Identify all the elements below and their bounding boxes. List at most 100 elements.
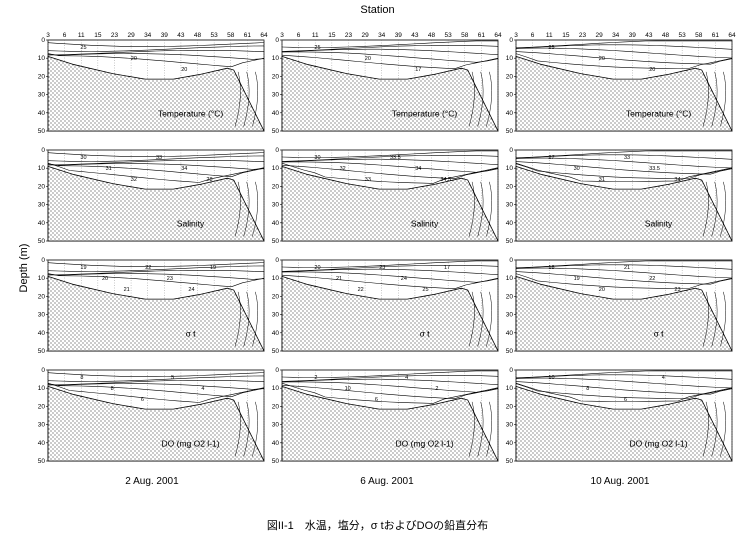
depth-tick-label: 0 xyxy=(275,37,279,44)
station-label: 39 xyxy=(629,32,637,39)
contour-line xyxy=(515,162,733,182)
contour-label: 20 xyxy=(365,56,371,62)
contour-line xyxy=(702,181,709,237)
contour-line xyxy=(281,51,499,63)
seabed-area xyxy=(281,165,499,242)
depth-tick-label: 40 xyxy=(38,440,46,447)
contour-label: 31 xyxy=(106,166,112,172)
depth-tick-label: 0 xyxy=(41,367,45,374)
contour-label: 8 xyxy=(80,375,83,381)
contour-label: 34 xyxy=(674,177,680,183)
contour-line xyxy=(281,378,499,386)
contour-line xyxy=(234,71,241,127)
contour-label: 33 xyxy=(624,155,630,161)
seabed-area xyxy=(47,55,265,132)
contour-line xyxy=(47,42,265,47)
contour-line xyxy=(515,154,733,160)
contour-label: 21 xyxy=(336,276,342,282)
contour-line xyxy=(515,163,733,179)
panel-sigma_t-3: 18 19 20 21 22 23 σ t 0 10 20 30 40 50 xyxy=(506,257,733,355)
depth-tick-label: 30 xyxy=(38,202,46,209)
contour-label: 33 xyxy=(156,155,162,161)
contour-label: 19 xyxy=(80,265,86,271)
contour-line xyxy=(47,380,265,386)
depth-tick-label: 50 xyxy=(506,238,514,245)
seabed-area xyxy=(281,385,499,462)
contour-line xyxy=(515,370,732,379)
depth-tick-label: 40 xyxy=(38,110,46,117)
contour-line xyxy=(515,377,733,389)
contour-line xyxy=(720,71,727,127)
depth-tick-label: 40 xyxy=(38,330,46,337)
depth-tick-label: 20 xyxy=(272,73,280,80)
contour-line xyxy=(47,383,265,398)
depth-tick-label: 40 xyxy=(38,220,46,227)
date-label-1: 2 Aug. 2001 xyxy=(125,476,179,487)
depth-tick-label: 50 xyxy=(272,238,280,245)
contour-line xyxy=(47,372,265,377)
station-label: 43 xyxy=(411,32,419,39)
contour-label: 22 xyxy=(145,265,151,271)
contour-label: 22 xyxy=(358,287,364,293)
depth-tick-label: 0 xyxy=(41,257,45,264)
depth-tick-label: 10 xyxy=(272,55,280,62)
depth-tick-label: 30 xyxy=(506,202,514,209)
panel-sigma_t-1: 19 20 21 22 23 24 19 σ t 0 10 20 30 40 50 xyxy=(38,257,265,355)
date-label-3: 10 Aug. 2001 xyxy=(590,476,650,487)
contour-line xyxy=(468,181,475,237)
station-label: 61 xyxy=(478,32,486,39)
contour-line xyxy=(477,401,484,457)
depth-tick-label: 0 xyxy=(275,367,279,374)
depth-tick-label: 30 xyxy=(272,312,280,319)
contour-line xyxy=(486,71,493,127)
depth-tick-label: 40 xyxy=(272,440,280,447)
panel-title: DO (mg O2 l-1) xyxy=(396,438,454,448)
contour-line xyxy=(468,291,475,347)
depth-tick-label: 30 xyxy=(38,312,46,319)
station-label: 48 xyxy=(662,32,670,39)
contour-line xyxy=(47,273,265,288)
contour-line xyxy=(47,160,265,166)
contour-line xyxy=(47,152,265,157)
contour-line xyxy=(252,71,259,127)
contour-line xyxy=(281,260,498,268)
depth-tick-label: 10 xyxy=(506,55,514,62)
contour-line xyxy=(281,162,499,184)
depth-tick-label: 0 xyxy=(509,367,513,374)
station-label: 34 xyxy=(612,32,620,39)
seabed-area xyxy=(515,55,733,132)
contour-label: 10 xyxy=(345,386,351,392)
contour-line xyxy=(281,150,498,158)
depth-tick-label: 20 xyxy=(38,183,46,190)
station-label: 3 xyxy=(514,32,518,39)
depth-tick-label: 40 xyxy=(272,330,280,337)
contour-label: 21 xyxy=(124,287,130,293)
contour-line xyxy=(47,50,265,56)
depth-tick-label: 40 xyxy=(506,330,514,337)
contour-label: 24 xyxy=(188,287,194,293)
contour-line xyxy=(281,370,498,378)
station-label: 6 xyxy=(531,32,535,39)
contour-line xyxy=(47,53,265,60)
depth-tick-label: 50 xyxy=(38,458,46,465)
depth-tick-label: 50 xyxy=(506,458,514,465)
contour-label: 33 xyxy=(365,177,371,183)
depth-tick-label: 50 xyxy=(272,348,280,355)
contour-label: 30 xyxy=(314,155,320,161)
station-label: 34 xyxy=(378,32,386,39)
contour-label: 34 xyxy=(415,166,421,172)
depth-tick-label: 50 xyxy=(506,128,514,135)
contour-line xyxy=(281,382,499,404)
contour-line xyxy=(47,265,265,272)
depth-tick-label: 20 xyxy=(506,183,514,190)
contour-line xyxy=(515,382,733,402)
seabed-area xyxy=(47,275,265,352)
station-label: 58 xyxy=(695,32,703,39)
contour-line xyxy=(515,383,733,399)
contour-line xyxy=(281,274,499,290)
contour-line xyxy=(47,383,265,390)
depth-tick-label: 20 xyxy=(38,403,46,410)
contour-line xyxy=(515,381,733,395)
contour-label: 33.5 xyxy=(649,166,660,172)
depth-tick-label: 30 xyxy=(506,422,514,429)
